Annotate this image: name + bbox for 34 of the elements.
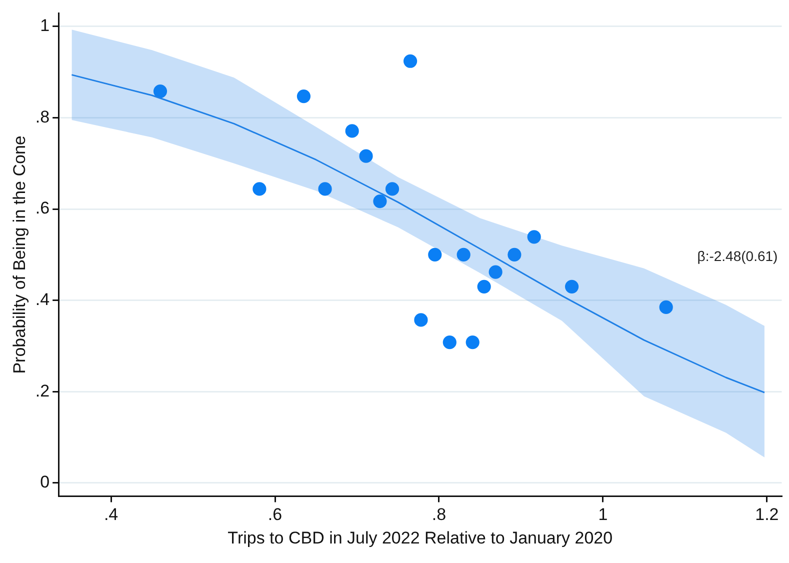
- point: [414, 313, 428, 327]
- x-tick-label: .8: [432, 505, 446, 524]
- y-tick-label: .8: [35, 107, 50, 126]
- point: [252, 182, 266, 196]
- y-tick-label: .6: [35, 198, 50, 218]
- point: [565, 280, 579, 294]
- point: [428, 248, 442, 262]
- point: [488, 265, 502, 279]
- point: [456, 248, 470, 262]
- point: [477, 280, 491, 294]
- point: [404, 54, 418, 68]
- x-axis-title: Trips to CBD in July 2022 Relative to January 2020: [228, 528, 613, 548]
- y-tick-label: 1: [40, 16, 50, 36]
- point: [527, 230, 541, 244]
- y-tick-label: .2: [35, 381, 50, 400]
- annotation: β:-2.48(0.61): [697, 248, 778, 264]
- point: [373, 194, 387, 208]
- point: [359, 149, 373, 163]
- x-tick-label: .6: [268, 505, 282, 524]
- point: [296, 89, 311, 104]
- point: [442, 336, 456, 350]
- x-tick-label: 1.2: [755, 505, 779, 524]
- point: [659, 300, 673, 314]
- point: [345, 124, 359, 138]
- x-tick-label: .4: [104, 505, 118, 524]
- y-axis-title: Probability of Being in the Cone: [10, 136, 29, 374]
- point: [385, 182, 400, 196]
- y-tick-label: .4: [35, 290, 50, 310]
- x-tick-label: 1: [598, 505, 608, 524]
- point: [508, 248, 522, 262]
- point: [466, 336, 480, 350]
- point: [318, 182, 332, 196]
- y-tick-label: 0: [40, 472, 50, 492]
- point: [153, 84, 168, 98]
